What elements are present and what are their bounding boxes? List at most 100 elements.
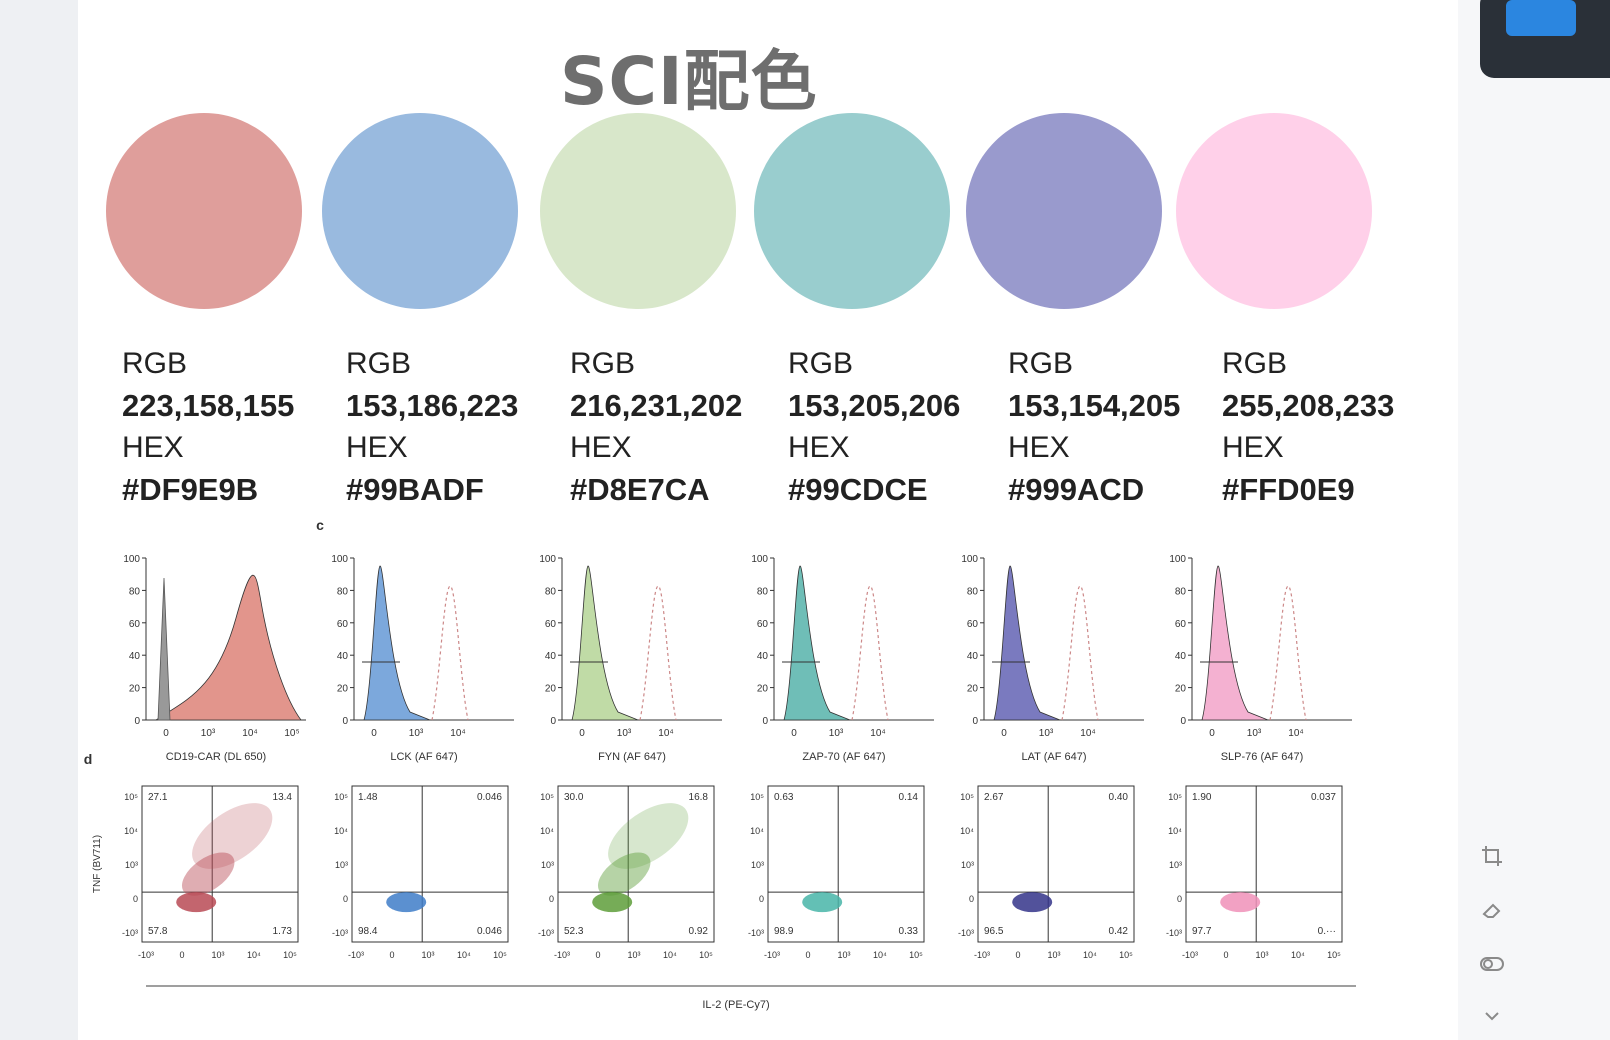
scatter-x-tick-label: -10³ (554, 950, 570, 960)
histogram-y-tick-label: 20 (757, 684, 769, 695)
scatter-density-blob (592, 892, 633, 913)
histogram-x-tick-label: 10³ (617, 728, 632, 739)
histogram-x-label: CD19-CAR (DL 650) (166, 751, 266, 763)
chevron-down-icon-glyph (1485, 1012, 1499, 1021)
quadrant-value-bl: 98.4 (358, 926, 378, 937)
quadrant-value-br: 0.··· (1318, 926, 1336, 937)
scatter-y-tick-label: 10⁴ (750, 826, 764, 836)
scatter-density-cloud (192, 803, 273, 869)
color-swatch-info: RGB 153,154,205 HEX #999ACD (1008, 343, 1180, 511)
panel-label-c: c (316, 517, 324, 533)
scatter-y-tick-label: -10³ (1166, 928, 1182, 938)
scatter-panel: 27.1 13.4 57.8 1.73 10⁵ 10⁴ 10³ 0 -10³ -10³ 0 10³ 10… (122, 785, 299, 960)
histogram-y-tick-label: 0 (1180, 716, 1186, 727)
histogram-y-tick-label: 100 (123, 554, 140, 565)
scatter-x-tick-label: 0 (805, 950, 810, 960)
scatter-density-blob (176, 892, 217, 913)
histogram-x-tick-label: 10⁴ (1080, 728, 1095, 739)
crop-icon-glyph (1482, 846, 1502, 866)
histogram-x-tick-label: 0 (791, 728, 797, 739)
histogram-y-tick-label: 100 (1169, 554, 1186, 565)
scatter-y-tick-label: 10⁴ (960, 826, 974, 836)
histogram-x-label: LAT (AF 647) (1021, 751, 1086, 763)
quadrant-value-br: 0.92 (689, 926, 709, 937)
histogram-dashed-peak (1061, 585, 1099, 721)
histogram-panel: 100 80 60 40 20 0 0 10³ 10⁴ FYN (AF 647) (539, 554, 722, 763)
quadrant-value-tl: 2.67 (984, 792, 1004, 803)
thumbnail-preview (1506, 0, 1576, 36)
histogram-x-tick-label: 0 (1001, 728, 1007, 739)
hex-label: HEX (1222, 431, 1284, 464)
quadrant-value-tr: 0.40 (1109, 792, 1129, 803)
scatter-density-cloud (608, 803, 689, 869)
rgb-value: 153,186,223 (346, 388, 519, 423)
hex-label: HEX (1008, 431, 1070, 464)
histogram-x-tick-label: 10⁴ (242, 728, 257, 739)
color-swatch-info: RGB 255,208,233 HEX #FFD0E9 (1222, 343, 1394, 511)
scatter-y-tick-label: 0 (343, 894, 348, 904)
scatter-y-axis-label: TNF (BV711) (92, 835, 103, 893)
histogram-x-tick-label: 10³ (1247, 728, 1262, 739)
histogram-y-tick-label: 100 (961, 554, 978, 565)
quadrant-value-tr: 0.037 (1311, 792, 1336, 803)
rgb-label: RGB (346, 347, 412, 380)
histogram-y-tick-label: 60 (1175, 619, 1187, 630)
scatter-y-tick-label: 10⁵ (540, 792, 554, 802)
scatter-y-tick-label: 10⁵ (1168, 792, 1182, 802)
scatter-x-tick-label: 0 (389, 950, 394, 960)
scatter-x-tick-label: 0 (595, 950, 600, 960)
scatter-x-tick-label: 10⁴ (457, 950, 471, 960)
eraser-icon[interactable] (1472, 890, 1512, 930)
scatter-y-tick-label: 0 (1177, 894, 1182, 904)
quadrant-value-br: 0.33 (899, 926, 919, 937)
scatter-x-tick-label: 10³ (627, 950, 640, 960)
hex-value: #99CDCE (788, 472, 928, 507)
scatter-panel: 0.63 0.14 98.9 0.33 10⁵ 10⁴ 10³ 0 -10³ -10³ 0 10³ 10… (748, 785, 925, 960)
quadrant-value-br: 1.73 (273, 926, 293, 937)
quadrant-value-br: 0.046 (477, 926, 502, 937)
quadrant-value-bl: 52.3 (564, 926, 584, 937)
histogram-panel: 100 80 60 40 20 0 0 10³ 10⁴ LCK (AF 647) (331, 554, 514, 763)
toggle-icon[interactable] (1472, 944, 1512, 984)
histogram-y-tick-label: 0 (134, 716, 140, 727)
scatter-y-tick-label: 10⁴ (1168, 826, 1182, 836)
scatter-x-tick-label: -10³ (764, 950, 780, 960)
histogram-y-tick-label: 40 (1175, 651, 1187, 662)
histogram-x-tick-label: 0 (579, 728, 585, 739)
scatter-x-tick-label: 10³ (211, 950, 224, 960)
histogram-x-tick-label: 10⁴ (450, 728, 465, 739)
color-swatch-info: RGB 153,186,223 HEX #99BADF (346, 343, 518, 511)
histogram-control-peak (157, 577, 171, 721)
scatter-density-blob (1220, 892, 1261, 913)
quadrant-value-bl: 97.7 (1192, 926, 1212, 937)
scatter-y-tick-label: 0 (969, 894, 974, 904)
crop-icon[interactable] (1472, 836, 1512, 876)
corner-thumbnail[interactable] (1480, 0, 1610, 78)
scatter-y-tick-label: 10⁴ (124, 826, 138, 836)
histogram-x-label: LCK (AF 647) (390, 751, 457, 763)
color-swatch-circle (540, 113, 736, 309)
histogram-x-tick-label: 10⁵ (284, 728, 299, 739)
histogram-y-tick-label: 20 (129, 684, 141, 695)
hex-value: #D8E7CA (570, 472, 710, 507)
color-swatch-circle (106, 113, 302, 309)
scatter-x-tick-label: 10³ (837, 950, 850, 960)
histogram-x-tick-label: 0 (1209, 728, 1215, 739)
histogram-y-tick-label: 20 (1175, 684, 1187, 695)
histogram-y-tick-label: 80 (545, 586, 557, 597)
rgb-label: RGB (1222, 347, 1288, 380)
histogram-y-tick-label: 100 (751, 554, 768, 565)
scatter-y-tick-label: 10³ (541, 860, 554, 870)
chevron-down-icon[interactable] (1472, 996, 1512, 1036)
scatter-x-tick-label: -10³ (974, 950, 990, 960)
histogram-dashed-peak (1269, 585, 1307, 721)
scatter-x-tick-label: 10⁵ (699, 950, 713, 960)
histogram-y-tick-label: 40 (545, 651, 557, 662)
scatter-x-tick-label: 10⁴ (663, 950, 677, 960)
scatter-x-tick-label: -10³ (138, 950, 154, 960)
scatter-x-tick-label: 0 (1015, 950, 1020, 960)
scatter-x-tick-label: 10⁵ (283, 950, 297, 960)
scatter-y-tick-label: -10³ (332, 928, 348, 938)
quadrant-value-tl: 0.63 (774, 792, 794, 803)
scatter-x-tick-label: 0 (1223, 950, 1228, 960)
